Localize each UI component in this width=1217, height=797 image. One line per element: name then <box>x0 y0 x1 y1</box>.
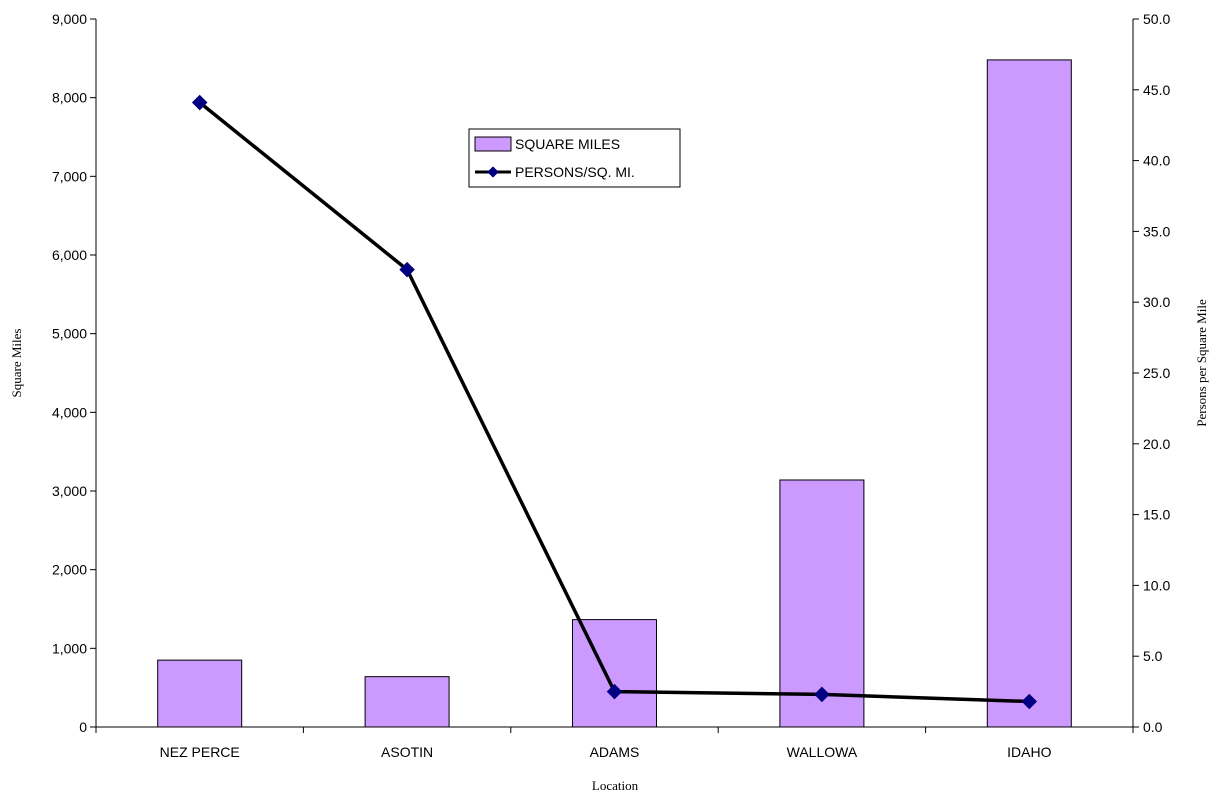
y-tick-label: 2,000 <box>52 562 87 578</box>
y2-axis-title: Persons per Square Mile <box>1194 299 1209 427</box>
y2-tick-label: 35.0 <box>1143 223 1170 239</box>
bar-series-square-miles <box>157 59 1072 728</box>
bar-asotin <box>364 676 450 728</box>
y-tick-label: 7,000 <box>52 168 87 184</box>
y2-tick-label: 10.0 <box>1143 577 1170 593</box>
bar-wallowa <box>779 479 865 728</box>
x-tick-label: NEZ PERCE <box>160 744 240 760</box>
y-tick-label: 6,000 <box>52 247 87 263</box>
y2-tick-label: 15.0 <box>1143 507 1170 523</box>
point-wallowa <box>814 686 830 703</box>
x-tick-label: IDAHO <box>1007 744 1051 760</box>
y2-tick-label: 30.0 <box>1143 294 1170 310</box>
y2-tick-label: 50.0 <box>1143 11 1170 27</box>
y2-tick-label: 0.0 <box>1143 719 1163 735</box>
legend-label-persons: PERSONS/SQ. MI. <box>515 164 635 180</box>
point-asotin <box>399 261 415 278</box>
y2-tick-label: 45.0 <box>1143 82 1170 98</box>
line-series-persons-per-sq-mi <box>191 94 1038 710</box>
legend: SQUARE MILES PERSONS/SQ. MI. <box>468 128 681 188</box>
point-nez-perce <box>191 94 208 111</box>
x-tick-label: ADAMS <box>590 744 640 760</box>
point-idaho <box>1021 693 1038 710</box>
y-tick-label: 8,000 <box>52 90 87 106</box>
y2-tick-label: 20.0 <box>1143 436 1170 452</box>
x-tick-label: ASOTIN <box>381 744 433 760</box>
legend-label-square-miles: SQUARE MILES <box>515 136 620 152</box>
y2-tick-label: 40.0 <box>1143 153 1170 169</box>
y2-tick-label: 25.0 <box>1143 365 1170 381</box>
legend-swatch-square-miles <box>474 136 512 152</box>
y-tick-label: 1,000 <box>52 640 87 656</box>
x-axis-title: Location <box>592 778 639 793</box>
y-tick-label: 9,000 <box>52 11 87 27</box>
y-tick-label: 0 <box>79 719 87 735</box>
persons-line <box>198 101 1030 704</box>
tick-labels: 0 1,000 2,000 3,000 4,000 5,000 6,000 7,000 8,00… <box>52 11 1171 760</box>
point-adams <box>606 683 623 700</box>
y-tick-label: 4,000 <box>52 404 87 420</box>
axes <box>90 18 1139 733</box>
y-axis-title: Square Miles <box>9 329 24 398</box>
y2-tick-label: 5.0 <box>1143 648 1163 664</box>
bar-idaho <box>986 59 1072 728</box>
bar-nez-perce <box>157 659 243 728</box>
y-tick-label: 3,000 <box>52 483 87 499</box>
x-tick-label: WALLOWA <box>787 744 858 760</box>
y-tick-label: 5,000 <box>52 326 87 342</box>
legend-marker-persons <box>487 166 499 178</box>
